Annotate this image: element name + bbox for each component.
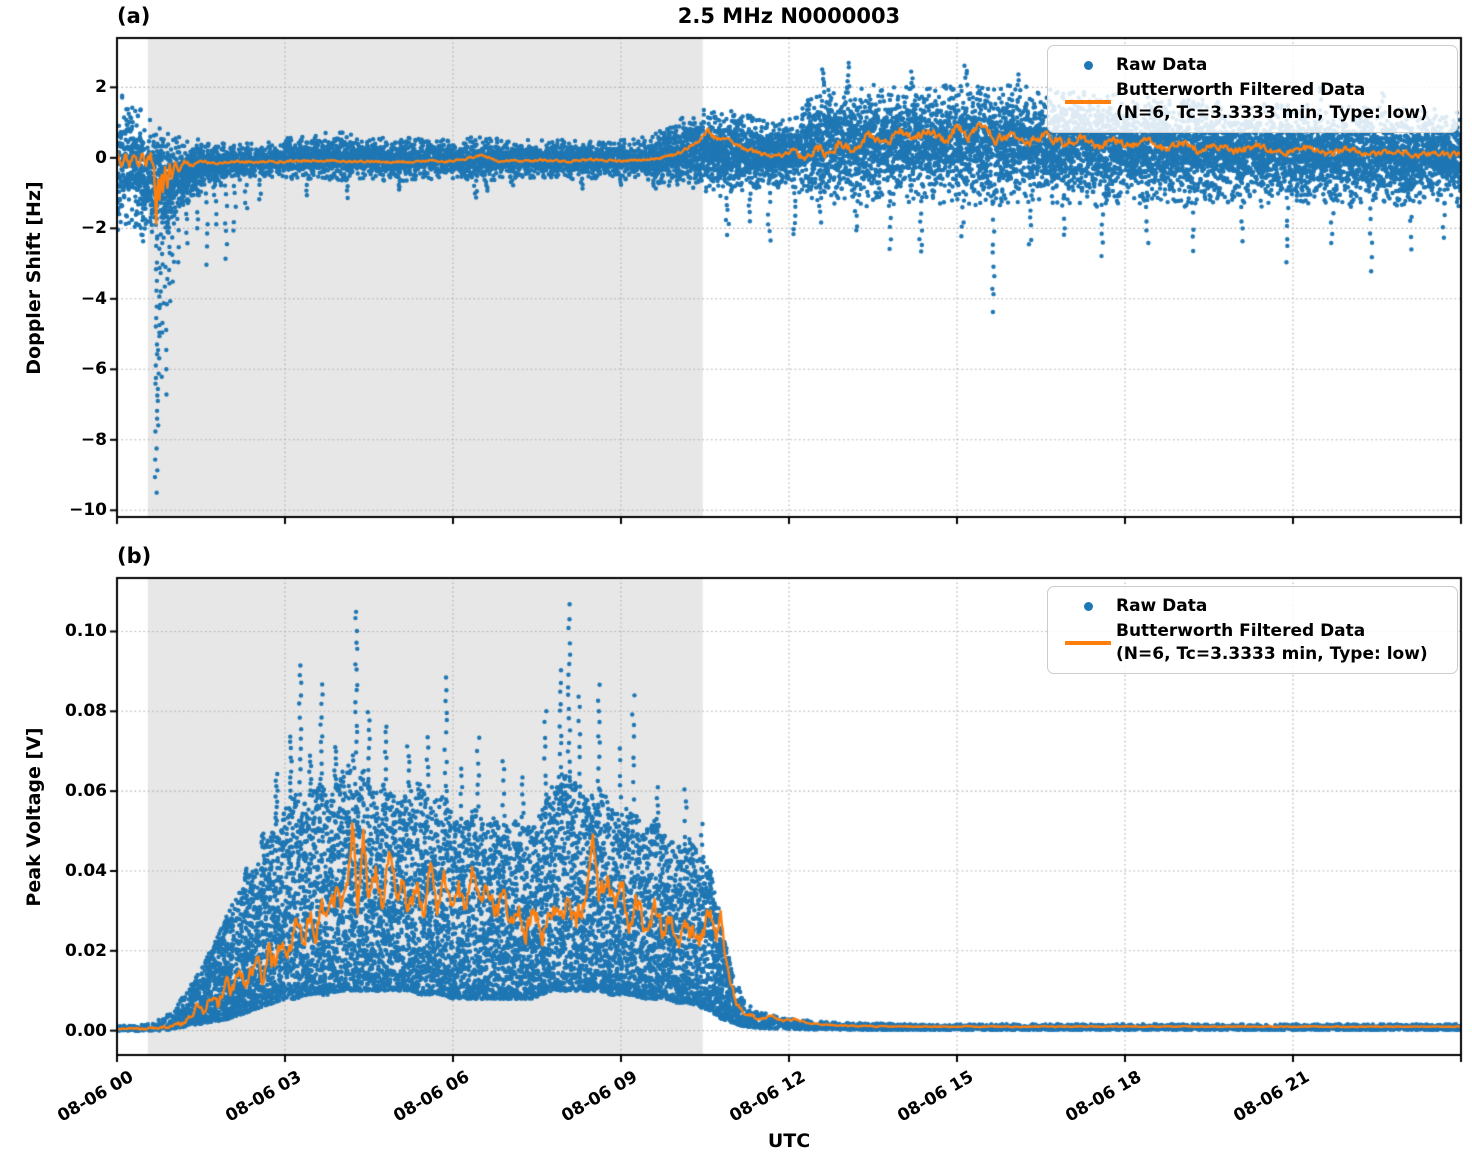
- raw-data-marker-icon: [1060, 60, 1116, 70]
- filtered-line-marker-icon: [1060, 100, 1116, 104]
- legend-raw-label: Raw Data: [1116, 55, 1208, 75]
- y-tick-label: 0.04: [65, 860, 107, 881]
- legend-entry-raw-data: Raw Data: [1060, 54, 1445, 76]
- y-tick-label: 2: [95, 77, 107, 98]
- page-title: 2.5 MHz N0000003: [677, 4, 901, 28]
- y-tick-label: 0: [95, 147, 107, 168]
- filtered-line-marker-icon: [1060, 641, 1116, 645]
- legend-filtered-label: Butterworth Filtered Data (N=6, Tc=3.333…: [1116, 621, 1428, 664]
- legend-entry-filtered-data: Butterworth Filtered Data (N=6, Tc=3.333…: [1060, 620, 1445, 665]
- y-tick-label: 0.00: [65, 1020, 107, 1041]
- y-tick-label: 0.06: [65, 781, 107, 802]
- legend-entry-filtered-data: Butterworth Filtered Data (N=6, Tc=3.333…: [1060, 79, 1445, 124]
- legend-panel-a: Raw Data Butterworth Filtered Data (N=6,…: [1047, 45, 1458, 134]
- y-tick-label: −2: [80, 218, 107, 239]
- panel-a-label: (a): [117, 4, 151, 28]
- y-tick-label: 0.10: [65, 621, 107, 642]
- raw-data-marker-icon: [1060, 601, 1116, 611]
- legend-entry-raw-data: Raw Data: [1060, 595, 1445, 617]
- y-tick-label: 0.08: [65, 701, 107, 722]
- y-tick-label: 0.02: [65, 940, 107, 961]
- legend-filtered-label: Butterworth Filtered Data (N=6, Tc=3.333…: [1116, 80, 1428, 123]
- y-axis-label-doppler-shift: Doppler Shift [Hz]: [23, 181, 45, 375]
- panel-b-label: (b): [117, 544, 152, 568]
- x-axis-label: UTC: [767, 1130, 811, 1152]
- y-tick-label: −6: [80, 359, 107, 380]
- legend-raw-label: Raw Data: [1116, 596, 1208, 616]
- y-tick-label: −8: [80, 429, 107, 450]
- legend-panel-b: Raw Data Butterworth Filtered Data (N=6,…: [1047, 586, 1458, 675]
- y-tick-label: −4: [80, 288, 107, 309]
- y-tick-label: −10: [69, 500, 107, 521]
